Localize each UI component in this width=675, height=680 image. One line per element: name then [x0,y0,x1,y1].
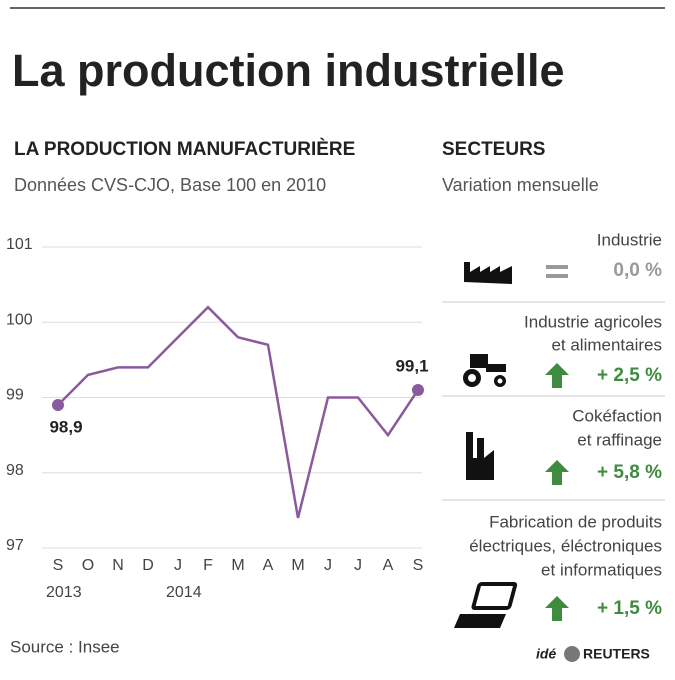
tractor-icon [463,354,506,387]
year-label: 2013 [46,584,82,601]
y-tick-label: 100 [6,311,33,328]
year-label: 2014 [166,584,202,601]
sector-name: et alimentaires [551,335,662,354]
laptop-icon [454,582,518,628]
sectors-subtitle: Variation mensuelle [442,175,599,195]
x-tick-label: O [82,557,94,574]
sector-change: + 5,8 % [597,462,662,483]
sector-change: + 2,5 % [597,365,662,386]
x-tick-label: M [231,557,244,574]
sector-name: Industrie agricoles [524,312,662,331]
up-arrow [545,596,569,621]
source: Source : Insee [10,637,120,656]
credit: idé REUTERS [536,646,650,662]
x-tick-label: J [324,557,332,574]
equals-sign [546,274,568,278]
chart-title: LA PRODUCTION MANUFACTURIÈRE [14,138,355,160]
data-point [412,383,424,396]
x-tick-label: J [174,557,182,574]
sector-change: 0,0 % [613,260,662,281]
x-tick-label: F [203,557,213,574]
up-arrow [545,363,569,388]
x-tick-label: D [142,557,154,574]
sector-name: Cokéfaction [572,406,662,425]
x-tick-label: A [383,557,394,574]
sectors-title: SECTEURS [442,139,545,160]
y-tick-label: 98 [6,462,24,479]
sector-name: Fabrication de produits [489,512,662,531]
refinery-icon [466,432,494,480]
y-tick-label: 99 [6,387,24,404]
sector-change: + 1,5 % [597,598,662,619]
x-tick-label: M [291,557,304,574]
title: La production industrielle [12,45,565,96]
value-label: 98,9 [49,418,82,437]
x-tick-label: A [263,557,274,574]
credit-logo [564,646,580,662]
x-tick-label: S [53,557,64,574]
up-arrow [545,460,569,485]
sector-name: et informatiques [541,560,662,579]
value-label: 99,1 [395,356,428,375]
sector-name: électriques, éléctroniques [469,536,662,555]
credit-ide: idé [536,646,556,662]
equals-sign [546,265,568,269]
credit-reuters: REUTERS [583,646,650,662]
data-line [57,305,420,519]
factory-icon [464,262,512,284]
sector-name: et raffinage [577,430,662,449]
data-point [52,399,64,412]
x-tick-label: J [354,557,362,574]
chart-subtitle: Données CVS-CJO, Base 100 en 2010 [14,175,326,195]
x-tick-label: S [413,557,424,574]
x-tick-label: N [112,557,124,574]
sector-name: Industrie [597,230,662,249]
y-tick-label: 97 [6,537,24,554]
y-tick-label: 101 [6,236,33,253]
dividers [442,301,665,501]
